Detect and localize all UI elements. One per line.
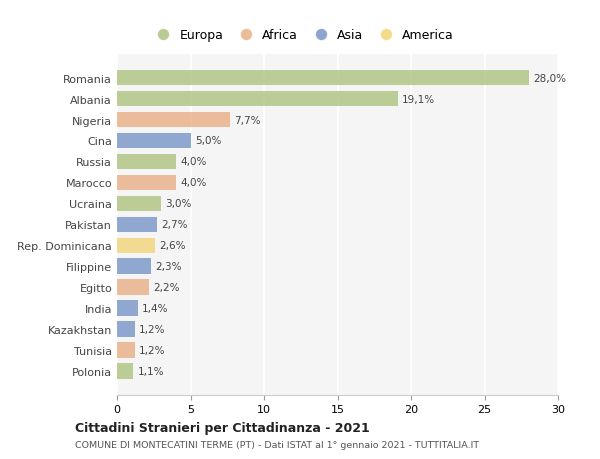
Legend: Europa, Africa, Asia, America: Europa, Africa, Asia, America xyxy=(146,24,458,47)
Text: 4,0%: 4,0% xyxy=(180,157,206,167)
Text: 7,7%: 7,7% xyxy=(235,115,261,125)
Bar xyxy=(117,343,134,358)
Bar xyxy=(117,196,161,212)
Text: 28,0%: 28,0% xyxy=(533,73,566,84)
Bar xyxy=(117,301,137,317)
Bar xyxy=(117,112,230,128)
Bar xyxy=(117,322,134,337)
Text: 1,2%: 1,2% xyxy=(139,325,166,335)
Text: 1,4%: 1,4% xyxy=(142,304,169,313)
Text: 3,0%: 3,0% xyxy=(166,199,192,209)
Bar xyxy=(117,238,155,254)
Bar xyxy=(117,91,398,107)
Text: Cittadini Stranieri per Cittadinanza - 2021: Cittadini Stranieri per Cittadinanza - 2… xyxy=(75,421,370,434)
Bar xyxy=(117,280,149,296)
Bar xyxy=(117,217,157,233)
Text: 19,1%: 19,1% xyxy=(402,94,436,104)
Text: 4,0%: 4,0% xyxy=(180,178,206,188)
Text: 2,6%: 2,6% xyxy=(160,241,186,251)
Bar xyxy=(117,259,151,274)
Bar xyxy=(117,175,176,191)
Text: 5,0%: 5,0% xyxy=(195,136,221,146)
Text: 2,2%: 2,2% xyxy=(154,283,180,293)
Text: 1,2%: 1,2% xyxy=(139,346,166,356)
Bar xyxy=(117,71,529,86)
Text: 1,1%: 1,1% xyxy=(137,366,164,376)
Bar xyxy=(117,133,191,149)
Text: 2,7%: 2,7% xyxy=(161,220,188,230)
Text: COMUNE DI MONTECATINI TERME (PT) - Dati ISTAT al 1° gennaio 2021 - TUTTITALIA.IT: COMUNE DI MONTECATINI TERME (PT) - Dati … xyxy=(75,440,479,449)
Text: 2,3%: 2,3% xyxy=(155,262,182,272)
Bar xyxy=(117,364,133,379)
Bar xyxy=(117,154,176,170)
